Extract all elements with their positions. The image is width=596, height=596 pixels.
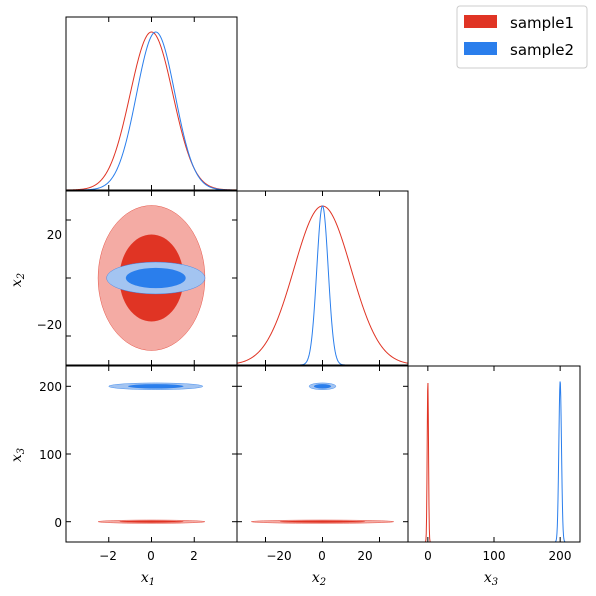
x2-tick-label: 0 xyxy=(318,549,326,563)
x2-y-tick-label: 20 xyxy=(47,228,62,242)
x2-y-axis-label: x2 xyxy=(9,273,27,287)
contour-68-sample2-x1x3 xyxy=(127,384,184,389)
density-line-sample1-x2 xyxy=(237,205,408,364)
x3-tick-labels: 0 100 200 xyxy=(424,549,571,563)
panel-x1-x3 xyxy=(97,382,206,524)
x2-tick-label: −20 xyxy=(266,549,291,563)
panel-frame xyxy=(65,16,238,191)
panel-x2-x3 xyxy=(251,382,394,524)
x2-tick-labels: −20 0 20 xyxy=(266,549,372,563)
x2-y-tick-label: −20 xyxy=(37,318,62,332)
x3-tick-label: 200 xyxy=(549,549,572,563)
x3-y-tick-label: 0 xyxy=(54,516,62,530)
legend-swatch-sample1 xyxy=(464,15,497,28)
x1-tick-label: 2 xyxy=(190,549,198,563)
panel-frame xyxy=(236,190,409,366)
panel-x1-x2 xyxy=(97,205,206,351)
density-line-sample2-x1 xyxy=(66,31,237,190)
panel-frame xyxy=(407,365,581,543)
x2-y-tick-labels: 20 −20 xyxy=(37,228,62,332)
legend-label-sample2: sample2 xyxy=(510,41,574,59)
panel-frame xyxy=(65,365,238,543)
panel-x1-density xyxy=(66,31,237,190)
contour-68-sample1-x2x3 xyxy=(279,520,366,523)
x2-tick-label: 20 xyxy=(357,549,372,563)
x1-tick-label: 0 xyxy=(147,549,155,563)
density-line-sample1-x1 xyxy=(66,31,237,190)
x1-tick-label: −2 xyxy=(99,549,117,563)
x3-y-tick-label: 200 xyxy=(39,380,62,394)
contour-68-sample1-x1x3 xyxy=(119,520,184,523)
x3-y-tick-label: 100 xyxy=(39,448,62,462)
x3-y-axis-label: x3 xyxy=(9,448,27,462)
panel-frame xyxy=(236,365,409,543)
density-line-sample2-x2 xyxy=(237,205,408,365)
tick-marks xyxy=(66,17,561,542)
panel-x2-density xyxy=(237,205,408,365)
contour-68-sample2-x2x3 xyxy=(313,384,332,389)
density-line-sample2-x3 xyxy=(408,381,580,542)
x3-y-tick-labels: 200 100 0 xyxy=(39,380,62,530)
x3-tick-label: 0 xyxy=(424,549,432,563)
contour-68-sample2-x1x2 xyxy=(125,267,186,289)
x1-axis-label: x1 xyxy=(141,570,155,588)
density-line-sample1-x3 xyxy=(408,383,580,542)
panel-x3-density xyxy=(408,381,580,542)
legend-swatch-sample2 xyxy=(464,42,497,55)
x2-axis-label: x2 xyxy=(312,570,326,588)
x3-axis-label: x3 xyxy=(484,570,498,588)
x1-tick-labels: −2 0 2 xyxy=(99,549,198,563)
legend: sample1 sample2 xyxy=(456,5,588,69)
legend-label-sample1: sample1 xyxy=(510,14,574,32)
x3-tick-label: 100 xyxy=(483,549,506,563)
